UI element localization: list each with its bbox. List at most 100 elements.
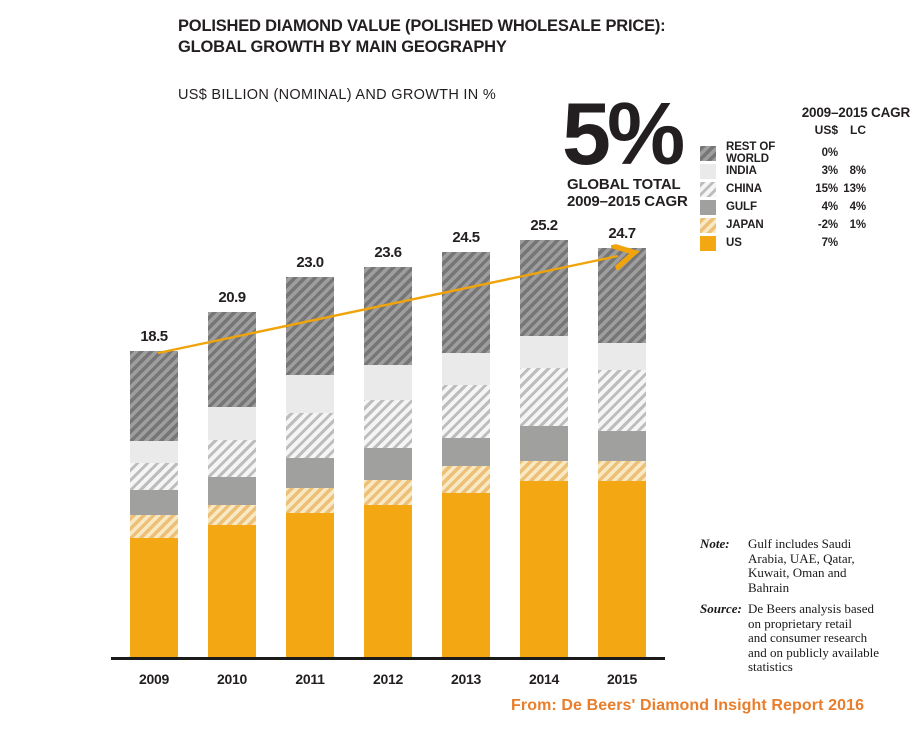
- bar-segment-row-2009: [130, 351, 178, 441]
- legend-item-china: CHINA 15% 13%: [700, 180, 866, 198]
- legend-usd-value: 15%: [815, 183, 838, 195]
- bar-total-label-2011: 23.0: [296, 254, 324, 271]
- bar-segment-us-2011: [286, 513, 334, 659]
- chart-title-line2: GLOBAL GROWTH BY MAIN GEOGRAPHY: [178, 38, 507, 56]
- cagr-big-value: 5%: [562, 84, 685, 183]
- bar-segment-japan-2012: [364, 480, 412, 505]
- bar-segment-row-2012: [364, 267, 412, 365]
- stacked-bar-chart: 18.5 2009 20.9 2010 23.0 2011 23.6 2012 24.5 2013…: [113, 217, 665, 687]
- bar-segment-india-2014: [520, 336, 568, 368]
- bar-segment-japan-2014: [520, 461, 568, 481]
- bar-segment-gulf-2015: [598, 431, 646, 461]
- bar-segment-gulf-2012: [364, 448, 412, 480]
- bar-2009: 18.5 2009: [130, 328, 178, 687]
- legend-label: REST OF WORLD: [726, 141, 776, 165]
- bar-2011: 23.0 2011: [286, 254, 334, 687]
- us-swatch-icon: [700, 235, 716, 251]
- bar-segment-india-2010: [208, 407, 256, 440]
- notes-block: Note: Gulf includes Saudi Arabia, UAE, Q…: [700, 536, 895, 682]
- bar-segment-china-2012: [364, 400, 412, 448]
- bar-segment-china-2009: [130, 463, 178, 490]
- legend-usd-value: -2%: [817, 219, 838, 231]
- bar-segment-us-2012: [364, 505, 412, 659]
- legend-label: JAPAN: [726, 219, 764, 231]
- legend-item-gulf: GULF 4% 4%: [700, 198, 866, 216]
- attribution-text: From: De Beers' Diamond Insight Report 2…: [511, 697, 865, 714]
- china-swatch-icon: [700, 181, 716, 197]
- bar-segment-us-2009: [130, 538, 178, 659]
- chart-subtitle: US$ BILLION (NOMINAL) AND GROWTH IN %: [178, 87, 497, 103]
- legend-col-spacer: [700, 123, 802, 137]
- legend-label: US: [726, 237, 742, 249]
- note-label: Note:: [700, 536, 730, 551]
- bar-segment-gulf-2010: [208, 477, 256, 505]
- bar-2013: 24.5 2013: [442, 229, 490, 687]
- chart-title-line1: POLISHED DIAMOND VALUE (POLISHED WHOLESA…: [178, 17, 666, 35]
- cagr-caption-line1: GLOBAL TOTAL: [567, 175, 681, 193]
- source-label: Source:: [700, 601, 742, 616]
- x-tick-label-2009: 2009: [139, 671, 169, 687]
- bar-2012: 23.6 2012: [364, 244, 412, 687]
- x-tick-label-2012: 2012: [373, 671, 403, 687]
- india-swatch-icon: [700, 163, 716, 179]
- bar-segment-japan-2015: [598, 461, 646, 481]
- bar-segment-row-2011: [286, 277, 334, 375]
- legend-usd-value: 4%: [821, 201, 839, 213]
- legend-col-usd: US$: [814, 123, 838, 137]
- note-text: Gulf includes Saudi Arabia, UAE, Qatar, …: [748, 536, 855, 595]
- bar-segment-india-2013: [442, 353, 490, 385]
- bar-segment-gulf-2011: [286, 458, 334, 488]
- japan-swatch-icon: [700, 217, 716, 233]
- source-entry: Source: De Beers analysis based on propr…: [700, 601, 895, 675]
- bar-segment-india-2011: [286, 375, 334, 413]
- bar-segment-india-2009: [130, 441, 178, 463]
- row-swatch-icon: [700, 145, 716, 161]
- bar-segment-row-2015: [598, 248, 646, 343]
- bar-segment-china-2015: [598, 370, 646, 431]
- bar-segment-gulf-2009: [130, 490, 178, 515]
- legend-lc-value: 1%: [849, 219, 867, 231]
- legend-item-india: INDIA 3% 8%: [700, 162, 866, 180]
- x-tick-label-2010: 2010: [217, 671, 247, 687]
- chart-title: POLISHED DIAMOND VALUE (POLISHED WHOLESA…: [178, 16, 666, 58]
- legend-label: INDIA: [726, 165, 757, 177]
- bar-total-label-2012: 23.6: [374, 244, 402, 261]
- legend-column-headers: US$ LC: [700, 123, 866, 137]
- bar-segment-row-2013: [442, 252, 490, 353]
- bar-total-label-2014: 25.2: [530, 217, 558, 234]
- x-tick-label-2014: 2014: [529, 671, 559, 687]
- bar-segment-china-2013: [442, 385, 490, 438]
- bar-segment-us-2015: [598, 481, 646, 659]
- legend-lc-value: 13%: [843, 183, 866, 195]
- legend-item-us: US 7%: [700, 234, 866, 252]
- bar-2010: 20.9 2010: [208, 289, 256, 687]
- x-tick-label-2013: 2013: [451, 671, 481, 687]
- legend-label: GULF: [726, 201, 757, 213]
- bar-total-label-2009: 18.5: [140, 328, 168, 345]
- bar-total-label-2013: 24.5: [452, 229, 480, 246]
- legend-header: 2009–2015 CAGR: [801, 105, 910, 120]
- bar-2015: 24.7 2015: [598, 225, 646, 687]
- legend-usd-value: 0%: [821, 147, 839, 159]
- note-entry: Note: Gulf includes Saudi Arabia, UAE, Q…: [700, 536, 895, 595]
- legend: 2009–2015 CAGR US$ LC REST OF WORLD 0% IND…: [700, 105, 910, 252]
- bar-segment-japan-2013: [442, 466, 490, 493]
- legend-item-japan: JAPAN -2% 1%: [700, 216, 866, 234]
- gulf-swatch-icon: [700, 199, 716, 215]
- bar-segment-gulf-2013: [442, 438, 490, 466]
- bar-segment-india-2012: [364, 365, 412, 400]
- bar-segment-gulf-2014: [520, 426, 568, 461]
- x-tick-label-2011: 2011: [295, 671, 325, 687]
- cagr-caption-line2: 2009–2015 CAGR: [567, 192, 688, 210]
- cagr-highlight: 5% GLOBAL TOTAL 2009–2015 CAGR: [562, 84, 692, 210]
- x-axis-line: [111, 657, 665, 660]
- bar-2014: 25.2 2014: [520, 217, 568, 687]
- bar-segment-china-2010: [208, 440, 256, 477]
- bar-segment-us-2013: [442, 493, 490, 659]
- legend-rows: REST OF WORLD 0% INDIA 3% 8% CHINA 15% 13% GULF 4…: [700, 141, 866, 252]
- bar-segment-china-2014: [520, 368, 568, 426]
- legend-col-lc: LC: [850, 123, 866, 137]
- bar-segment-japan-2010: [208, 505, 256, 525]
- bar-segment-india-2015: [598, 343, 646, 370]
